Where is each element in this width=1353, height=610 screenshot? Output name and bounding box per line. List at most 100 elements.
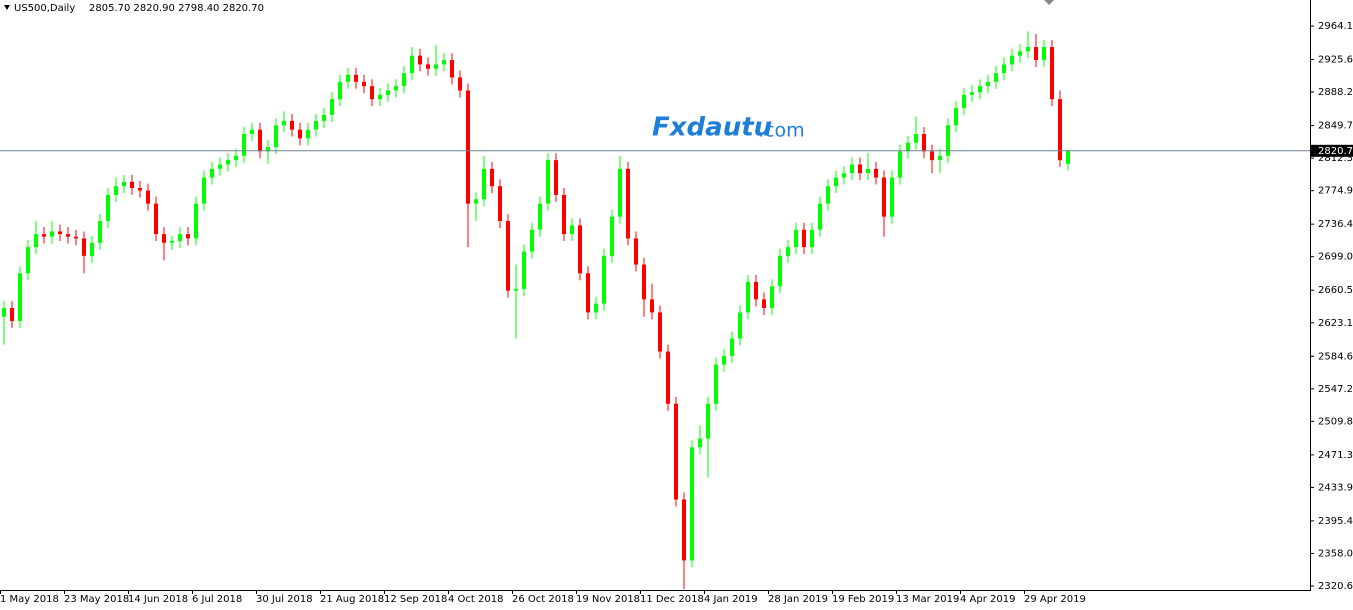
candle-body [298,129,302,139]
x-tick-label: 26 Oct 2018 [512,594,574,605]
candle-body [938,155,942,161]
candle-body [434,64,438,69]
candle-body [74,236,78,239]
candle-body [66,234,70,237]
candle-body [666,351,670,404]
y-tick-label: 2964.10 [1318,21,1353,32]
candle-body [978,86,982,93]
candle-body [394,86,398,91]
candle-body [410,55,414,74]
candle-body [2,308,6,317]
candle-body [354,74,358,82]
candle-body [858,164,862,174]
candle-body [154,203,158,235]
candle-body [642,264,646,300]
candle-body [1034,46,1038,61]
candle-body [162,234,166,243]
shift-marker [1044,0,1054,5]
x-tick-label: 4 Jan 2019 [704,594,758,605]
candle-body [42,234,46,237]
candle-body [1010,55,1014,65]
x-tick-label: 21 Aug 2018 [320,594,384,605]
candle-body [898,151,902,178]
candle-body [802,229,806,248]
candle-body [226,160,230,165]
candle-body [98,221,102,243]
candle-body [730,338,734,356]
candle-body [314,120,318,130]
candle-body [754,281,758,300]
candle-body [50,231,54,237]
x-tick-label: 28 Jan 2019 [768,594,828,605]
candle-body [874,168,878,178]
candle-body [562,194,566,235]
candle-body [266,147,270,152]
candle-body [274,125,278,148]
candle-body [258,129,262,152]
candle-body [402,73,406,87]
candle-body [26,247,30,274]
x-tick-label: 6 Jul 2018 [192,594,242,605]
watermark-suffix: .com [758,120,805,142]
x-tick-label: 14 Jun 2018 [128,594,188,605]
candle-body [658,312,662,352]
candle-body [634,238,638,265]
candle-body [882,177,886,217]
candle-body [370,86,374,100]
candle-body [850,164,854,174]
candle-body [834,177,838,187]
candle-body [10,308,14,322]
candle-body [514,288,518,291]
candle-body [1058,99,1062,161]
x-tick-label: 1 May 2018 [0,594,59,605]
candle-body [290,120,294,130]
y-tick-label: 2699.00 [1318,252,1353,263]
candle-body [570,225,574,235]
candle-body [450,60,454,78]
candle-body [426,64,430,69]
candle-body [90,242,94,256]
candle-body [682,499,686,561]
candle-body [842,173,846,178]
x-tick-label: 11 Dec 2018 [640,594,704,605]
candle-body [586,273,590,313]
candle-body [482,168,486,200]
candle-body [346,74,350,82]
candle-body [826,186,830,204]
candle-body [1002,64,1006,74]
candle-body [82,238,86,256]
candle-body [522,251,526,289]
candle-body [578,225,582,274]
current-price-label: 2820.70 [1318,146,1353,157]
y-tick-label: 2471.30 [1318,450,1353,461]
candle-body [194,203,198,239]
candle-body [538,203,542,230]
candle-body [602,255,606,304]
candle-body [218,164,222,169]
y-tick-label: 2888.20 [1318,87,1353,98]
candle-body [1066,150,1070,164]
symbol-title: US500,Daily [14,3,75,14]
candle-body [186,234,190,239]
y-tick-label: 2358.00 [1318,548,1353,559]
candle-body [914,134,918,143]
x-tick-label: 13 Mar 2019 [896,594,959,605]
candle-body [738,312,742,339]
candle-body [330,99,334,115]
candle-body [890,177,894,217]
candle-body [906,142,910,152]
candle-body [722,355,726,365]
candle-body [506,221,510,291]
candle-body [954,107,958,126]
candle-body [1050,46,1054,100]
x-tick-label: 30 Jul 2018 [256,594,313,605]
candle-body [170,241,174,243]
y-tick-label: 2812.30 [1318,153,1353,164]
candle-body [210,168,214,178]
candle-body [338,81,342,100]
x-tick-label: 12 Sep 2018 [384,594,447,605]
candle-body [618,168,622,217]
candle-body [930,151,934,161]
